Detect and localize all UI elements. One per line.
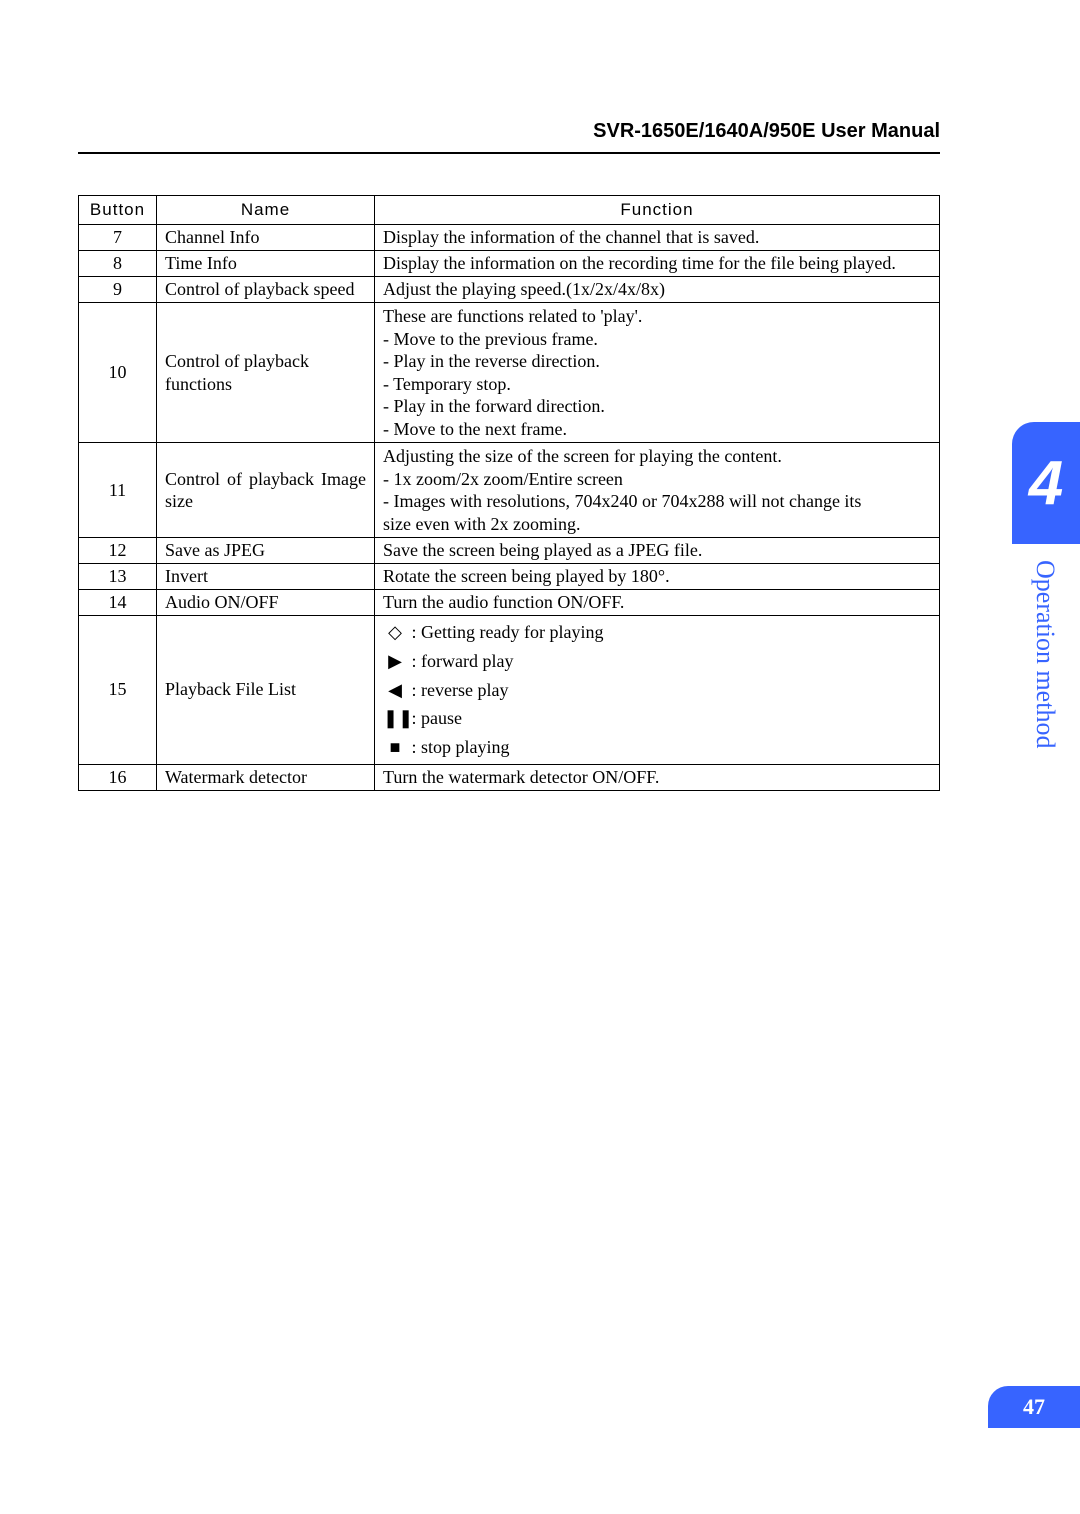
table-header-row: Button Name Function <box>79 196 940 225</box>
table-row: 16 Watermark detector Turn the watermark… <box>79 764 940 790</box>
cell-button: 13 <box>79 564 157 590</box>
icon-text: : Getting ready for playing <box>412 622 604 642</box>
cell-button: 14 <box>79 590 157 616</box>
table-row: 9 Control of playback speed Adjust the p… <box>79 277 940 303</box>
header-name: Name <box>157 196 375 225</box>
cell-button: 9 <box>79 277 157 303</box>
cell-function: These are functions related to 'play'. -… <box>375 303 940 443</box>
cell-function: Display the information on the recording… <box>375 251 940 277</box>
cell-function: Save the screen being played as a JPEG f… <box>375 538 940 564</box>
cell-button: 15 <box>79 616 157 765</box>
icon-text: : reverse play <box>412 680 509 700</box>
stop-icon: ■ <box>383 733 407 762</box>
cell-name: Control of playback Image size <box>157 443 375 538</box>
func-line: - Temporary stop. <box>383 373 931 396</box>
cell-function: Adjusting the size of the screen for pla… <box>375 443 940 538</box>
button-reference-table: Button Name Function 7 Channel Info Disp… <box>78 195 940 791</box>
icon-line: ■ : stop playing <box>383 733 931 762</box>
chapter-label: Operation method <box>1030 560 1060 748</box>
chapter-number: 4 <box>1029 448 1063 519</box>
header-function: Function <box>375 196 940 225</box>
table-row: 13 Invert Rotate the screen being played… <box>79 564 940 590</box>
cell-button: 7 <box>79 225 157 251</box>
header-button: Button <box>79 196 157 225</box>
cell-name: Save as JPEG <box>157 538 375 564</box>
cell-name: Playback File List <box>157 616 375 765</box>
cell-function: Rotate the screen being played by 180°. <box>375 564 940 590</box>
cell-name: Time Info <box>157 251 375 277</box>
func-line: - Play in the reverse direction. <box>383 350 931 373</box>
cell-name: Channel Info <box>157 225 375 251</box>
cell-button: 11 <box>79 443 157 538</box>
table-row: 15 Playback File List ◇ : Getting ready … <box>79 616 940 765</box>
func-line: size even with 2x zooming. <box>383 513 931 536</box>
cell-button: 16 <box>79 764 157 790</box>
icon-line: ❚❚ : pause <box>383 704 931 733</box>
cell-button: 8 <box>79 251 157 277</box>
func-line: - Move to the next frame. <box>383 418 931 441</box>
table-row: 14 Audio ON/OFF Turn the audio function … <box>79 590 940 616</box>
pause-icon: ❚❚ <box>383 704 407 733</box>
cell-function: Turn the audio function ON/OFF. <box>375 590 940 616</box>
func-line: Adjusting the size of the screen for pla… <box>383 445 931 468</box>
play-reverse-icon: ◀ <box>383 676 407 705</box>
cell-button: 12 <box>79 538 157 564</box>
table-row: 10 Control of playback functions These a… <box>79 303 940 443</box>
table-row: 11 Control of playback Image size Adjust… <box>79 443 940 538</box>
icon-line: ◀ : reverse play <box>383 676 931 705</box>
table-row: 7 Channel Info Display the information o… <box>79 225 940 251</box>
cell-name: Audio ON/OFF <box>157 590 375 616</box>
func-line: - Move to the previous frame. <box>383 328 931 351</box>
func-line: - 1x zoom/2x zoom/Entire screen <box>383 468 931 491</box>
icon-text: : pause <box>412 708 462 728</box>
chapter-tab: 4 <box>1012 422 1080 544</box>
cell-name: Control of playback speed <box>157 277 375 303</box>
icon-line: ▶ : forward play <box>383 647 931 676</box>
cell-name: Watermark detector <box>157 764 375 790</box>
cell-function: Display the information of the channel t… <box>375 225 940 251</box>
table-row: 8 Time Info Display the information on t… <box>79 251 940 277</box>
page-number: 47 <box>1023 1394 1045 1420</box>
cell-function: ◇ : Getting ready for playing ▶ : forwar… <box>375 616 940 765</box>
cell-function: Adjust the playing speed.(1x/2x/4x/8x) <box>375 277 940 303</box>
cell-name: Invert <box>157 564 375 590</box>
cell-button: 10 <box>79 303 157 443</box>
cell-name: Control of playback functions <box>157 303 375 443</box>
manual-title: SVR-1650E/1640A/950E User Manual <box>593 120 940 143</box>
header-rule <box>78 152 940 154</box>
func-line: - Images with resolutions, 704x240 or 70… <box>383 490 931 513</box>
func-line: These are functions related to 'play'. <box>383 305 931 328</box>
table-row: 12 Save as JPEG Save the screen being pl… <box>79 538 940 564</box>
func-line: - Play in the forward direction. <box>383 395 931 418</box>
cell-function: Turn the watermark detector ON/OFF. <box>375 764 940 790</box>
icon-text: : forward play <box>412 651 514 671</box>
diamond-icon: ◇ <box>383 618 407 647</box>
icon-text: : stop playing <box>412 737 510 757</box>
play-forward-icon: ▶ <box>383 647 407 676</box>
icon-line: ◇ : Getting ready for playing <box>383 618 931 647</box>
page-number-pill: 47 <box>988 1386 1080 1428</box>
